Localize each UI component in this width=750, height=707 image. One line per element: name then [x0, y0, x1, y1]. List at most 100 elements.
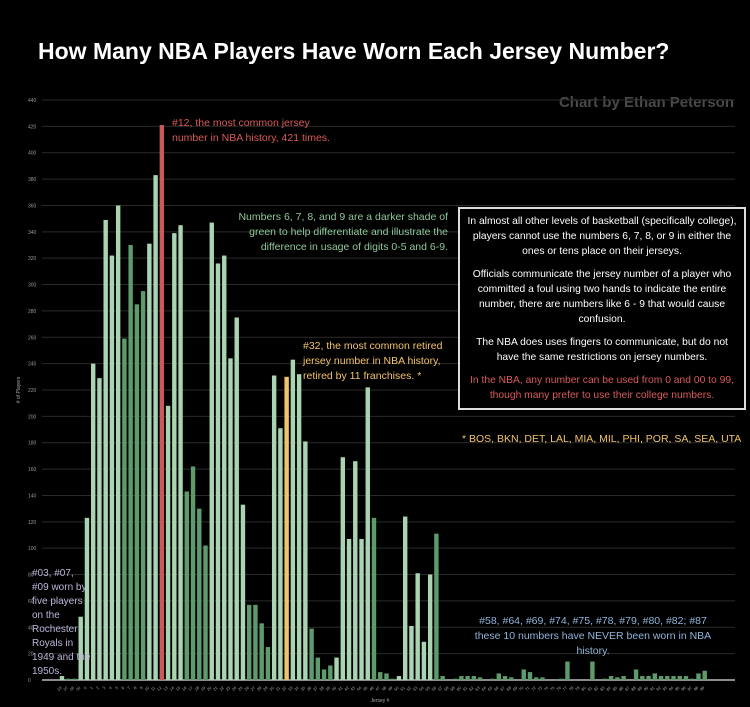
x-tick-label: 51 [399, 685, 406, 692]
x-tick-label: 60 [455, 685, 462, 692]
bar-90 [646, 676, 651, 680]
x-tick-label: 87 [624, 685, 631, 692]
bar-40 [334, 657, 339, 680]
x-tick-label: 33 [287, 685, 294, 692]
bar-48 [384, 673, 389, 680]
bar-18 [197, 508, 202, 680]
y-tick-label: 160 [28, 467, 37, 473]
bar-31 [278, 428, 283, 680]
bar-59 [452, 678, 458, 680]
bar-32 [284, 376, 289, 680]
bar-88 [633, 669, 639, 680]
x-tick-label: 50 [393, 685, 400, 692]
chart-credit: Chart by Ethan Peterson [558, 94, 734, 111]
x-tick-label: 96 [680, 685, 687, 692]
annotation-never-worn: #58, #64, #69, #74, #75, #78, #79, #80, … [462, 614, 724, 659]
x-tick-label: 2 [95, 685, 101, 691]
x-tick-label: 10 [143, 685, 150, 692]
bar-94 [671, 676, 676, 680]
bar-8 [134, 304, 140, 680]
bar-21 [215, 263, 221, 680]
x-tick-label: 40 [331, 685, 338, 692]
x-tick-label: 71 [524, 685, 531, 692]
bar-61 [465, 676, 470, 680]
bar-28 [259, 623, 264, 680]
x-tick-label: 18 [193, 685, 200, 692]
x-tick-label: 84 [605, 685, 612, 692]
bar-23 [228, 358, 233, 680]
annotation-32: #32, the most common retired jersey numb… [303, 339, 442, 384]
bar-12 [159, 125, 165, 680]
x-tick-label: 8 [132, 685, 138, 691]
x-tick-label: 97 [686, 685, 693, 692]
x-tick-label: 24 [231, 685, 238, 692]
x-tick-label: 37 [312, 685, 319, 692]
x-tick-label: 82 [593, 685, 600, 692]
annotation-line: #12, the most common jersey [172, 117, 310, 129]
x-tick-label: 43 [349, 685, 356, 692]
x-tick-label: 20 [206, 685, 213, 692]
footnote: * BOS, BKN, DET, LAL, MIA, MIL, PHI, POR… [462, 433, 742, 445]
x-tick-label: 73 [537, 685, 544, 692]
x-tick-label: 1 [89, 685, 95, 691]
info-box: In almost all other levels of basketball… [458, 207, 746, 410]
y-tick-label: 380 [28, 177, 37, 183]
x-tick-label: 46 [368, 685, 375, 692]
x-tick-label: 19 [200, 685, 207, 692]
x-tick-label: 31 [274, 685, 281, 692]
x-tick-label: 65 [487, 685, 494, 692]
y-axis-label: # of Players [16, 376, 22, 403]
y-tick-label: 340 [28, 230, 37, 236]
y-tick-label: 100 [28, 546, 37, 552]
x-tick-label: 22 [218, 685, 225, 692]
x-tick-label: 69 [512, 685, 519, 692]
bar-30 [271, 375, 277, 680]
bar-5 [115, 205, 121, 681]
bar-39 [328, 665, 333, 680]
x-tick-label: 48 [381, 685, 388, 692]
bar-46 [371, 517, 377, 680]
bar-15 [178, 225, 183, 680]
x-tick-label: 91 [649, 685, 656, 692]
bar-33 [290, 359, 296, 680]
x-tick-label: 94 [668, 685, 675, 692]
bar-44 [359, 538, 364, 680]
x-tick-label: 16 [181, 685, 188, 692]
bar-70 [521, 669, 526, 680]
bar-24 [234, 317, 239, 680]
x-tick-label: 00 [75, 685, 82, 692]
annotation-rochester: #03, #07, #09 worn by five players on th… [32, 568, 91, 677]
annotation-line: Numbers 6, 7, 8, and 9 are a darker shad… [238, 211, 448, 223]
y-tick-label: 320 [28, 256, 37, 262]
x-tick-label: 53 [412, 685, 419, 692]
x-tick-label: 61 [462, 685, 469, 692]
x-tick-label: 92 [655, 685, 662, 692]
y-tick-label: 280 [28, 309, 37, 315]
bar-22 [222, 255, 227, 680]
annotation-line: green to help differentiate and illustra… [249, 226, 448, 238]
x-tick-label: 49 [387, 685, 394, 692]
y-tick-label: 440 [28, 98, 37, 104]
annotation-line: these 10 numbers have NEVER been worn in… [474, 630, 712, 657]
x-tick-label: 07 [62, 685, 69, 692]
bar-86 [621, 676, 626, 680]
bar-71 [527, 672, 533, 680]
bar-73 [540, 677, 545, 680]
bar-1 [91, 363, 96, 680]
x-tick-label: 76 [555, 685, 562, 692]
bar-56 [434, 533, 439, 680]
bar-2 [97, 378, 102, 680]
bar-51 [403, 516, 408, 680]
annotation-line: jersey number in NBA history, [303, 355, 441, 367]
bar-84 [608, 676, 614, 680]
bar-49 [390, 678, 395, 680]
x-tick-label: 75 [549, 685, 556, 692]
x-tick-label: 11 [150, 685, 157, 692]
x-tick-label: 39 [324, 685, 331, 692]
annotation-line: retired by 11 franchises. * [303, 370, 422, 382]
bar-65 [490, 678, 495, 680]
x-tick-label: 95 [674, 685, 681, 692]
x-tick-label: 23 [225, 685, 232, 692]
bar-93 [665, 676, 670, 680]
info-paragraph: Officials communicate the jersey number … [472, 269, 732, 325]
